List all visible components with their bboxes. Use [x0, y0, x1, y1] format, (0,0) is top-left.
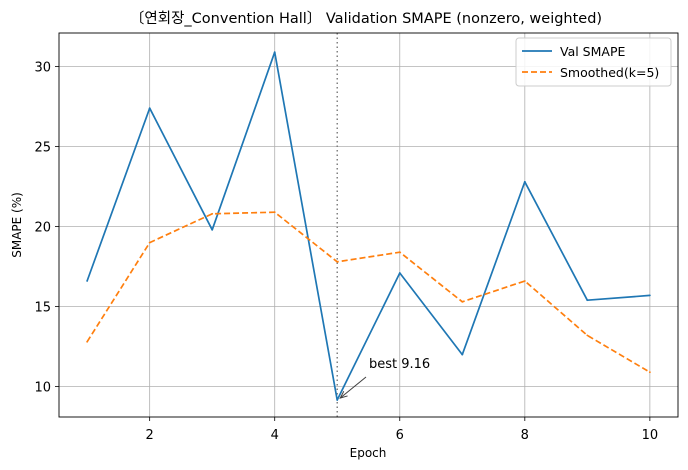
- plot-frame: [58, 32, 679, 418]
- data-point: [86, 280, 89, 282]
- data-point: [86, 340, 89, 343]
- series-lines: [86, 51, 651, 401]
- axis-ticks: 2 4 6 8 10 10 15 20 25 30: [34, 61, 658, 443]
- data-point: [461, 300, 464, 303]
- data-point: [336, 260, 339, 263]
- y-tick-label: 15: [34, 301, 51, 316]
- x-tick-label: 8: [521, 428, 529, 443]
- data-point: [398, 272, 401, 274]
- x-tick-label: 4: [271, 428, 279, 443]
- x-tick-label: 2: [146, 428, 154, 443]
- y-tick-label: 10: [34, 381, 51, 396]
- legend-box: [515, 37, 672, 87]
- annotation-label: best 9.16: [369, 357, 430, 372]
- y-axis-label: SMAPE (%): [10, 192, 24, 258]
- data-point: [273, 211, 276, 214]
- data-point: [648, 371, 651, 374]
- data-point: [148, 241, 151, 244]
- data-point: [648, 294, 651, 297]
- data-point: [586, 334, 589, 337]
- best-annotation: best 9.16: [339, 357, 430, 399]
- data-point: [211, 228, 214, 231]
- annotation-arrow-head: [339, 391, 348, 399]
- data-point: [336, 399, 339, 401]
- x-axis-label: Epoch: [350, 446, 387, 460]
- chart-title: 〔연회장_Convention Hall〕 Validation SMAPE (…: [130, 10, 602, 27]
- data-point: [523, 180, 526, 183]
- x-tick-label: 10: [642, 428, 659, 443]
- data-point: [523, 280, 526, 282]
- legend: Val SMAPE Smoothed(k=5): [515, 37, 672, 87]
- series-line-val-smape: [86, 51, 650, 401]
- legend-label: Smoothed(k=5): [560, 65, 659, 80]
- data-point: [273, 51, 276, 54]
- y-tick-label: 30: [34, 61, 51, 76]
- x-tick-label: 6: [396, 428, 404, 443]
- legend-label: Val SMAPE: [560, 44, 625, 59]
- y-tick-label: 25: [34, 141, 51, 156]
- data-point: [398, 251, 401, 254]
- data-point: [211, 212, 214, 215]
- y-tick-label: 20: [34, 221, 51, 236]
- series-line-smoothed: [86, 211, 651, 373]
- data-point: [461, 353, 464, 356]
- annotation-arrow-shaft: [339, 376, 367, 399]
- data-point: [148, 107, 151, 110]
- data-point: [586, 299, 589, 302]
